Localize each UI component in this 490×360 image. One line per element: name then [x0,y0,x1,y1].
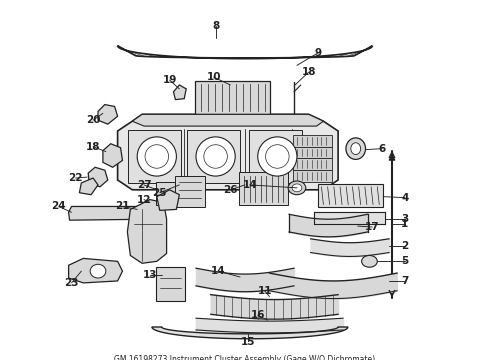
Circle shape [258,137,297,176]
Text: 12: 12 [137,195,151,204]
FancyBboxPatch shape [293,147,332,158]
Text: 9: 9 [315,48,322,58]
Polygon shape [69,258,122,283]
Text: 24: 24 [51,202,66,211]
Polygon shape [103,144,122,167]
Text: 4: 4 [401,193,409,203]
Ellipse shape [288,181,306,195]
Polygon shape [118,114,338,190]
Text: 22: 22 [68,173,83,183]
Text: 7: 7 [401,276,409,286]
Ellipse shape [90,264,106,278]
Text: 18: 18 [86,142,100,152]
Text: 26: 26 [223,185,238,195]
Text: 14: 14 [211,266,226,276]
Text: 8: 8 [212,21,219,31]
FancyBboxPatch shape [156,267,185,301]
Text: 23: 23 [64,278,79,288]
Polygon shape [173,85,186,100]
Text: 13: 13 [143,270,157,280]
FancyBboxPatch shape [293,158,332,170]
Polygon shape [157,190,179,210]
FancyBboxPatch shape [195,81,270,114]
FancyBboxPatch shape [239,172,288,206]
FancyBboxPatch shape [187,130,240,183]
Text: 2: 2 [401,240,408,251]
Text: 16: 16 [250,310,265,320]
Text: 15: 15 [241,337,255,347]
FancyBboxPatch shape [249,130,302,183]
Polygon shape [79,178,98,195]
Text: 11: 11 [257,286,272,296]
Polygon shape [152,327,348,339]
Polygon shape [69,206,152,220]
Polygon shape [118,46,372,59]
Text: 6: 6 [379,144,386,154]
Text: 17: 17 [365,222,380,232]
Text: 18: 18 [301,67,316,77]
FancyBboxPatch shape [128,130,181,183]
Polygon shape [132,114,323,126]
Ellipse shape [362,256,377,267]
FancyBboxPatch shape [318,184,383,207]
Text: 3: 3 [401,214,408,224]
Polygon shape [98,104,118,124]
FancyBboxPatch shape [293,135,332,147]
Text: 21: 21 [115,202,130,211]
Polygon shape [127,199,167,263]
Text: 20: 20 [86,115,100,125]
Circle shape [196,137,235,176]
Text: 27: 27 [137,180,151,190]
FancyBboxPatch shape [293,170,332,182]
FancyBboxPatch shape [175,176,205,207]
Text: 14: 14 [243,180,257,190]
Text: 5: 5 [401,256,408,266]
Text: 1: 1 [401,219,408,229]
Ellipse shape [351,143,361,154]
Polygon shape [88,167,108,187]
Text: 25: 25 [152,188,167,198]
FancyBboxPatch shape [156,182,175,206]
Circle shape [137,137,176,176]
Text: GM 16198273 Instrument Cluster Assembly (Gage W/O Dichromate): GM 16198273 Instrument Cluster Assembly … [115,355,375,360]
Text: 19: 19 [162,75,177,85]
Ellipse shape [292,184,302,192]
Ellipse shape [346,138,366,159]
Text: 10: 10 [206,72,221,82]
